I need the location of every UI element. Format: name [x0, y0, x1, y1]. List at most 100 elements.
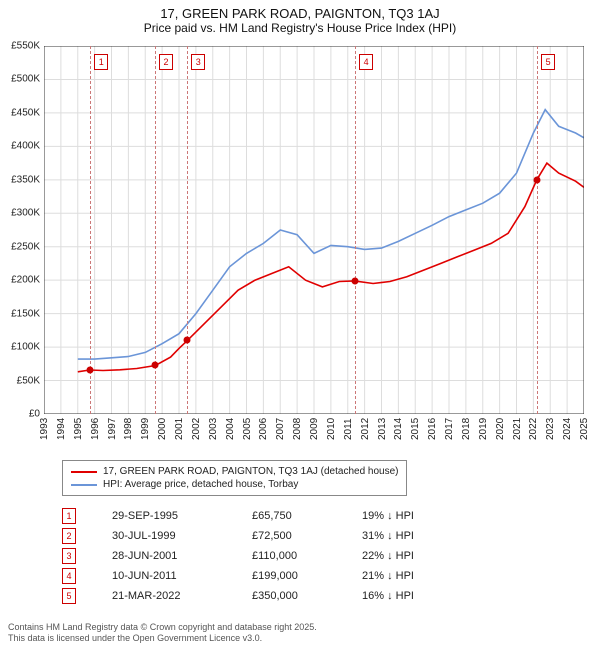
sale-vline	[90, 46, 91, 414]
xtick-label: 2004	[225, 418, 236, 452]
footer-line: Contains HM Land Registry data © Crown c…	[8, 622, 317, 633]
sale-vline	[355, 46, 356, 414]
sales-delta: 21% ↓ HPI	[362, 570, 472, 582]
ytick-label: £300K	[0, 208, 40, 219]
ytick-label: £500K	[0, 74, 40, 85]
sales-index: 4	[62, 568, 76, 584]
xtick-label: 2009	[309, 418, 320, 452]
xtick-label: 2001	[174, 418, 185, 452]
ytick-label: £200K	[0, 275, 40, 286]
chart-title: 17, GREEN PARK ROAD, PAIGNTON, TQ3 1AJ	[0, 0, 600, 21]
legend-label: HPI: Average price, detached house, Torb…	[103, 479, 298, 490]
xtick-label: 1993	[39, 418, 50, 452]
xtick-label: 2012	[360, 418, 371, 452]
sale-marker-box: 5	[541, 54, 555, 70]
xtick-label: 1995	[73, 418, 84, 452]
ytick-label: £350K	[0, 174, 40, 185]
footer: Contains HM Land Registry data © Crown c…	[8, 622, 317, 645]
xtick-label: 2022	[528, 418, 539, 452]
xtick-label: 2015	[410, 418, 421, 452]
sales-row: 1 29-SEP-1995£65,75019% ↓ HPI	[62, 506, 472, 526]
ytick-label: £50K	[0, 375, 40, 386]
legend-label: 17, GREEN PARK ROAD, PAIGNTON, TQ3 1AJ (…	[103, 466, 398, 477]
xtick-label: 2008	[292, 418, 303, 452]
xtick-label: 2025	[579, 418, 590, 452]
xtick-label: 1997	[107, 418, 118, 452]
xtick-label: 2019	[478, 418, 489, 452]
sale-marker-box: 1	[94, 54, 108, 70]
sale-marker-box: 3	[191, 54, 205, 70]
sales-index: 1	[62, 508, 76, 524]
sales-price: £199,000	[252, 570, 362, 582]
sales-index: 5	[62, 588, 76, 604]
sales-date: 30-JUL-1999	[112, 530, 252, 542]
sales-price: £72,500	[252, 530, 362, 542]
ytick-label: £0	[0, 409, 40, 420]
sale-dot	[152, 362, 159, 369]
xtick-label: 2016	[427, 418, 438, 452]
sales-row: 5 21-MAR-2022£350,00016% ↓ HPI	[62, 586, 472, 606]
sales-table: 1 29-SEP-1995£65,75019% ↓ HPI 2 30-JUL-1999…	[62, 506, 472, 606]
ytick-label: £250K	[0, 241, 40, 252]
sales-index: 3	[62, 548, 76, 564]
xtick-label: 1996	[90, 418, 101, 452]
chart-subtitle: Price paid vs. HM Land Registry's House …	[0, 21, 600, 39]
xtick-label: 2017	[444, 418, 455, 452]
xtick-label: 2013	[377, 418, 388, 452]
ytick-label: £550K	[0, 41, 40, 52]
xtick-label: 1999	[140, 418, 151, 452]
chart-area: £0£50K£100K£150K£200K£250K£300K£350K£400…	[44, 46, 584, 414]
legend-item: HPI: Average price, detached house, Torb…	[71, 478, 398, 491]
footer-line: This data is licensed under the Open Gov…	[8, 633, 317, 644]
sale-vline	[537, 46, 538, 414]
xtick-label: 1998	[123, 418, 134, 452]
sales-index: 2	[62, 528, 76, 544]
sales-price: £65,750	[252, 510, 362, 522]
sales-delta: 16% ↓ HPI	[362, 590, 472, 602]
sales-date: 10-JUN-2011	[112, 570, 252, 582]
sales-price: £350,000	[252, 590, 362, 602]
sale-vline	[187, 46, 188, 414]
xtick-label: 2023	[545, 418, 556, 452]
legend-item: 17, GREEN PARK ROAD, PAIGNTON, TQ3 1AJ (…	[71, 465, 398, 478]
sales-date: 21-MAR-2022	[112, 590, 252, 602]
xtick-label: 2014	[393, 418, 404, 452]
ytick-label: £150K	[0, 308, 40, 319]
xtick-label: 2010	[326, 418, 337, 452]
xtick-label: 2018	[461, 418, 472, 452]
sale-dot	[87, 367, 94, 374]
sale-dot	[184, 337, 191, 344]
xtick-label: 2020	[495, 418, 506, 452]
xtick-label: 2003	[208, 418, 219, 452]
sales-delta: 31% ↓ HPI	[362, 530, 472, 542]
sale-marker-box: 4	[359, 54, 373, 70]
chart-svg	[44, 46, 584, 414]
xtick-label: 2011	[343, 418, 354, 452]
sales-delta: 22% ↓ HPI	[362, 550, 472, 562]
sale-vline	[155, 46, 156, 414]
xtick-label: 2024	[562, 418, 573, 452]
sales-price: £110,000	[252, 550, 362, 562]
sales-row: 4 10-JUN-2011£199,00021% ↓ HPI	[62, 566, 472, 586]
xtick-label: 2007	[275, 418, 286, 452]
sales-date: 29-SEP-1995	[112, 510, 252, 522]
xtick-label: 1994	[56, 418, 67, 452]
sales-delta: 19% ↓ HPI	[362, 510, 472, 522]
xtick-label: 2002	[191, 418, 202, 452]
sales-row: 2 30-JUL-1999£72,50031% ↓ HPI	[62, 526, 472, 546]
xtick-label: 2021	[512, 418, 523, 452]
xtick-label: 2005	[242, 418, 253, 452]
sale-dot	[352, 277, 359, 284]
xtick-label: 2000	[157, 418, 168, 452]
legend-swatch	[71, 484, 97, 486]
sales-date: 28-JUN-2001	[112, 550, 252, 562]
sales-row: 3 28-JUN-2001£110,00022% ↓ HPI	[62, 546, 472, 566]
legend-swatch	[71, 471, 97, 473]
ytick-label: £450K	[0, 107, 40, 118]
ytick-label: £100K	[0, 342, 40, 353]
sale-dot	[534, 176, 541, 183]
ytick-label: £400K	[0, 141, 40, 152]
sale-marker-box: 2	[159, 54, 173, 70]
xtick-label: 2006	[258, 418, 269, 452]
legend: 17, GREEN PARK ROAD, PAIGNTON, TQ3 1AJ (…	[62, 460, 407, 496]
